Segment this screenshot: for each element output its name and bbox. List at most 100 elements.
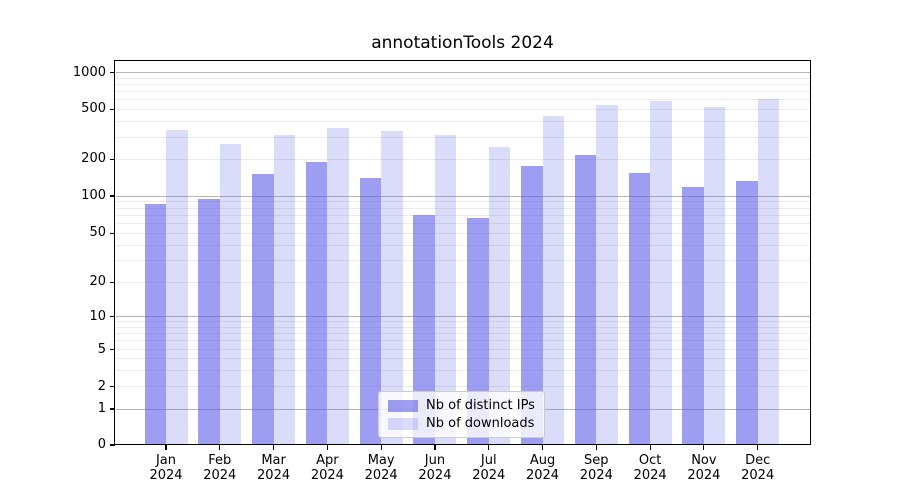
- x-tick-label: Dec 2024: [741, 453, 775, 483]
- y-tick-mark: [110, 386, 115, 388]
- y-tick-mark: [110, 316, 115, 318]
- bar-distinct-ips: [521, 165, 543, 445]
- y-tick-label: 50: [89, 225, 106, 241]
- bar-downloads: [434, 134, 457, 445]
- x-tick-mark: [380, 445, 382, 450]
- gridline-major: [115, 316, 810, 318]
- y-tick-mark: [110, 108, 115, 110]
- bar-downloads: [650, 101, 672, 445]
- x-tick-label: Nov 2024: [687, 453, 721, 483]
- x-tick-label: Feb 2024: [203, 453, 237, 483]
- bar-distinct-ips: [574, 155, 597, 445]
- gridline-minor: [115, 222, 810, 224]
- bar-downloads: [757, 99, 780, 445]
- gridline-minor: [115, 326, 810, 328]
- x-tick-mark: [488, 445, 490, 450]
- bar-distinct-ips: [628, 173, 651, 445]
- x-tick-label: Aug 2024: [525, 453, 560, 483]
- bar-distinct-ips: [305, 161, 328, 445]
- gridline-minor: [115, 369, 810, 371]
- x-tick-label: Oct 2024: [633, 453, 667, 483]
- legend-swatch-distinct-ips: [388, 399, 418, 412]
- legend: Nb of distinct IPs Nb of downloads: [378, 391, 545, 438]
- chart-title: annotationTools 2024: [371, 33, 554, 53]
- y-tick-label: 200: [81, 151, 106, 167]
- gridline-minor: [115, 386, 810, 388]
- gridline-minor: [115, 244, 810, 246]
- gridline-minor: [115, 340, 810, 342]
- x-tick-mark: [434, 445, 436, 450]
- gridline-minor: [115, 349, 810, 350]
- bar-distinct-ips: [413, 215, 435, 445]
- bar-downloads: [381, 130, 403, 445]
- x-tick-label: Sep 2024: [579, 453, 613, 483]
- gridline-major: [115, 72, 810, 73]
- bar-downloads: [488, 146, 511, 445]
- y-tick-label: 2: [97, 378, 106, 394]
- x-tick-mark: [326, 445, 328, 450]
- bar-distinct-ips: [252, 174, 274, 445]
- gridline-minor: [115, 136, 810, 138]
- legend-swatch-downloads: [388, 417, 418, 430]
- gridline-minor: [115, 281, 810, 283]
- y-tick-mark: [110, 71, 115, 74]
- y-tick-label: 1: [97, 401, 106, 416]
- y-tick-mark: [110, 408, 115, 410]
- x-tick-label: Jun 2024: [418, 453, 452, 483]
- x-tick-mark: [649, 445, 651, 450]
- x-tick-mark: [272, 445, 275, 450]
- gridline-major: [115, 195, 810, 197]
- bar-downloads: [596, 104, 618, 445]
- y-tick-label: 100: [81, 188, 106, 203]
- x-tick-label: Jan 2024: [149, 453, 183, 483]
- gridline-minor: [115, 333, 810, 335]
- y-tick-mark: [110, 158, 115, 160]
- y-tick-label: 0: [97, 437, 106, 452]
- bar-distinct-ips: [736, 180, 758, 445]
- gridline-minor: [115, 358, 810, 360]
- y-tick-label: 5: [97, 341, 106, 357]
- y-tick-mark: [110, 348, 115, 351]
- gridline-minor: [115, 232, 810, 234]
- y-tick-label: 500: [81, 101, 106, 117]
- bar-downloads: [327, 128, 349, 445]
- bar-distinct-ips: [682, 186, 704, 445]
- legend-label-downloads: Nb of downloads: [426, 416, 535, 431]
- bar-downloads: [166, 129, 188, 445]
- gridline-minor: [115, 260, 810, 262]
- gridline-minor: [115, 201, 810, 203]
- x-tick-label: May 2024: [364, 453, 398, 483]
- bar-distinct-ips: [359, 178, 382, 445]
- bar-distinct-ips: [467, 218, 489, 445]
- bar-downloads: [703, 106, 726, 445]
- y-tick-label: 20: [89, 274, 106, 290]
- y-tick-mark: [110, 444, 115, 446]
- gridline-minor: [115, 120, 810, 122]
- x-tick-label: Jul 2024: [472, 453, 506, 483]
- x-tick-mark: [703, 445, 705, 450]
- bar-downloads: [273, 135, 296, 445]
- gridline-minor: [115, 83, 810, 85]
- bar-downloads: [542, 115, 565, 445]
- gridline-minor: [115, 108, 810, 110]
- gridline-minor: [115, 321, 810, 323]
- gridline-minor: [115, 158, 810, 160]
- gridline-minor: [115, 90, 810, 92]
- bar-distinct-ips: [198, 198, 220, 445]
- gridline-minor: [115, 99, 810, 101]
- y-tick-mark: [110, 232, 115, 234]
- x-tick-mark: [165, 445, 167, 450]
- x-tick-label: Mar 2024: [257, 453, 291, 483]
- bar-distinct-ips: [144, 204, 166, 445]
- bar-downloads: [219, 144, 242, 445]
- gridline-minor: [115, 77, 810, 79]
- y-tick-mark: [110, 195, 115, 197]
- y-tick-mark: [110, 281, 115, 283]
- x-tick-mark: [541, 445, 544, 450]
- legend-label-distinct-ips: Nb of distinct IPs: [426, 398, 535, 413]
- y-tick-label: 10: [89, 308, 106, 324]
- x-tick-mark: [219, 445, 221, 450]
- y-tick-label: 1000: [72, 64, 106, 80]
- gridline-minor: [115, 207, 810, 209]
